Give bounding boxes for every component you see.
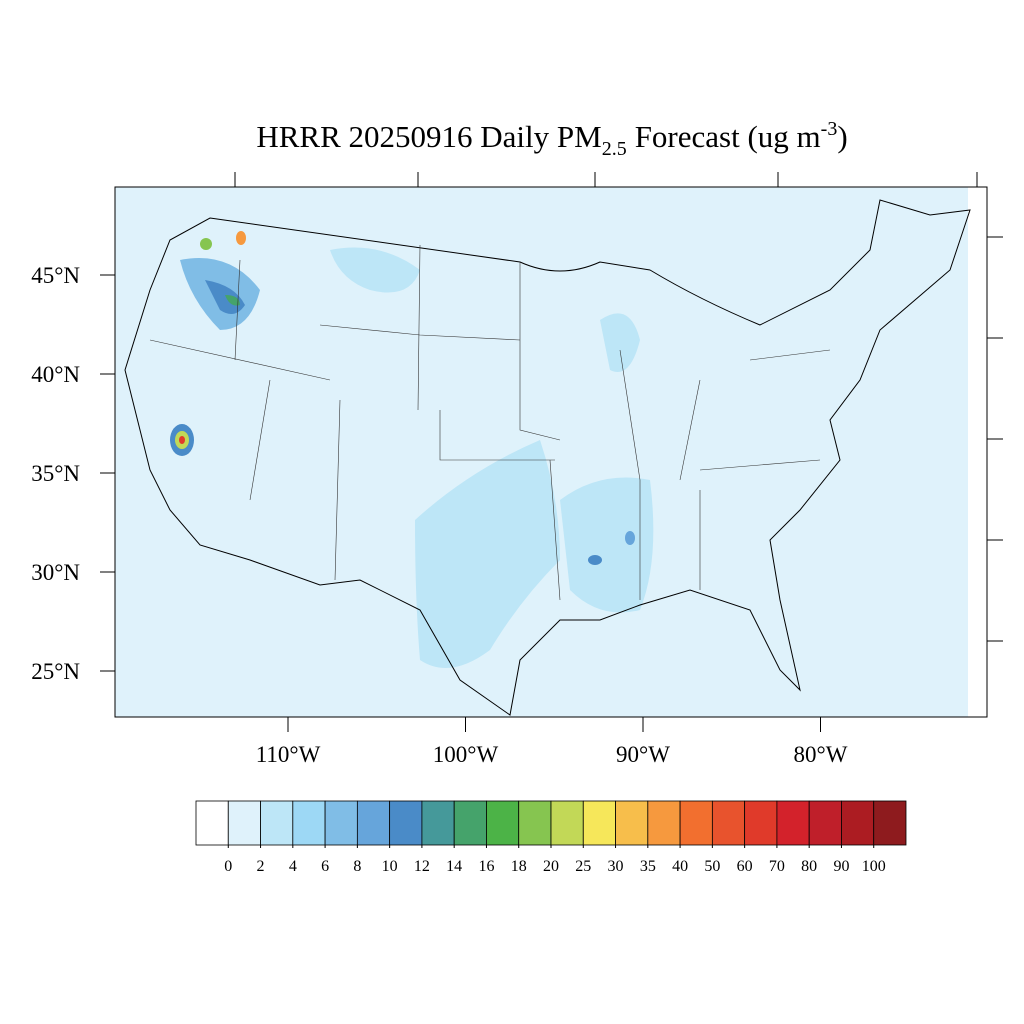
title-end: ): [837, 119, 847, 154]
smoke-patch: [225, 295, 240, 306]
colorbar-label: 2: [257, 858, 265, 875]
colorbar-box: [776, 800, 810, 846]
colorbar-box: [808, 800, 842, 846]
smoke-patch: [330, 247, 420, 293]
colorbar-label: 50: [704, 858, 720, 875]
lon-label: 90°W: [616, 742, 670, 767]
map-frame: [114, 186, 988, 718]
colorbar-label: 4: [289, 858, 297, 875]
fire-plume: [200, 238, 212, 250]
colorbar-label: 70: [769, 858, 785, 875]
lon-label: 80°W: [794, 742, 848, 767]
title-rest: Forecast (ug m: [635, 119, 821, 154]
lon-label: 110°W: [256, 742, 321, 767]
state-border: [149, 244, 831, 601]
colorbar-label: 40: [672, 858, 688, 875]
colorbar-box: [292, 800, 326, 846]
colorbar-label: 10: [382, 858, 398, 875]
frame-tick: [234, 172, 1003, 642]
colorbar-label: 80: [801, 858, 817, 875]
colorbar-box: [421, 800, 455, 846]
smoke-patch: [625, 531, 635, 545]
colorbar-label: 0: [224, 858, 232, 875]
colorbar-box: [453, 800, 487, 846]
colorbar: 0 2 4 6 8 10 12 14 16 18 20 25 30 35 40 50 60 70 80 90 100: [195, 800, 907, 875]
colorbar-box: [324, 800, 358, 846]
smoke-patch: [415, 440, 560, 668]
fire-plume: [236, 231, 246, 245]
lat-label: 30°N: [31, 560, 80, 585]
colorbar-box: [550, 800, 584, 846]
lat-label: 40°N: [31, 362, 80, 387]
colorbar-box: [615, 800, 649, 846]
coastline: [124, 199, 971, 716]
colorbar-box: [389, 800, 423, 846]
map-title: HRRR 20250916 Daily PM2.5 Forecast (ug m-…: [256, 118, 847, 160]
colorbar-label: 35: [640, 858, 656, 875]
title-superscript: -3: [821, 118, 838, 140]
colorbar-box: [841, 800, 875, 846]
colorbar-box: [582, 800, 616, 846]
smoke-patch: [560, 477, 654, 613]
fire-plume: [179, 436, 185, 444]
colorbar-label: 90: [833, 858, 849, 875]
map-background: [115, 187, 987, 717]
lat-label: 45°N: [31, 263, 80, 288]
colorbar-label: 60: [737, 858, 753, 875]
colorbar-label: 16: [478, 858, 494, 875]
colorbar-label: 14: [446, 858, 462, 875]
smoke-patch: [600, 313, 640, 372]
colorbar-box: [744, 800, 778, 846]
colorbar-label: 18: [511, 858, 527, 875]
lon-label: 100°W: [433, 742, 499, 767]
colorbar-box: [227, 800, 261, 846]
colorbar-box: [260, 800, 294, 846]
smoke-patch: [205, 280, 245, 314]
colorbar-box: [873, 800, 907, 846]
colorbar-box: [679, 800, 713, 846]
title-subscript: 2.5: [602, 138, 627, 160]
title-main: HRRR 20250916 Daily PM: [256, 119, 601, 154]
colorbar-box: [647, 800, 681, 846]
colorbar-box: [486, 800, 520, 846]
colorbar-box: [195, 800, 229, 846]
colorbar-box: [356, 800, 391, 846]
smoke-patch: [588, 555, 602, 565]
lat-label: 35°N: [31, 461, 80, 486]
colorbar-label: 8: [353, 858, 361, 875]
colorbar-box: [518, 800, 552, 846]
colorbar-label: 12: [414, 858, 430, 875]
colorbar-label: 100: [862, 858, 886, 875]
colorbar-label: 25: [575, 858, 591, 875]
colorbar-label: 6: [321, 858, 329, 875]
colorbar-label: 20: [543, 858, 559, 875]
lat-label: 25°N: [31, 659, 80, 684]
colorbar-box: [711, 800, 746, 846]
map-panel: [114, 172, 1003, 718]
colorbar-label: 30: [608, 858, 624, 875]
map-edge: [968, 187, 987, 717]
